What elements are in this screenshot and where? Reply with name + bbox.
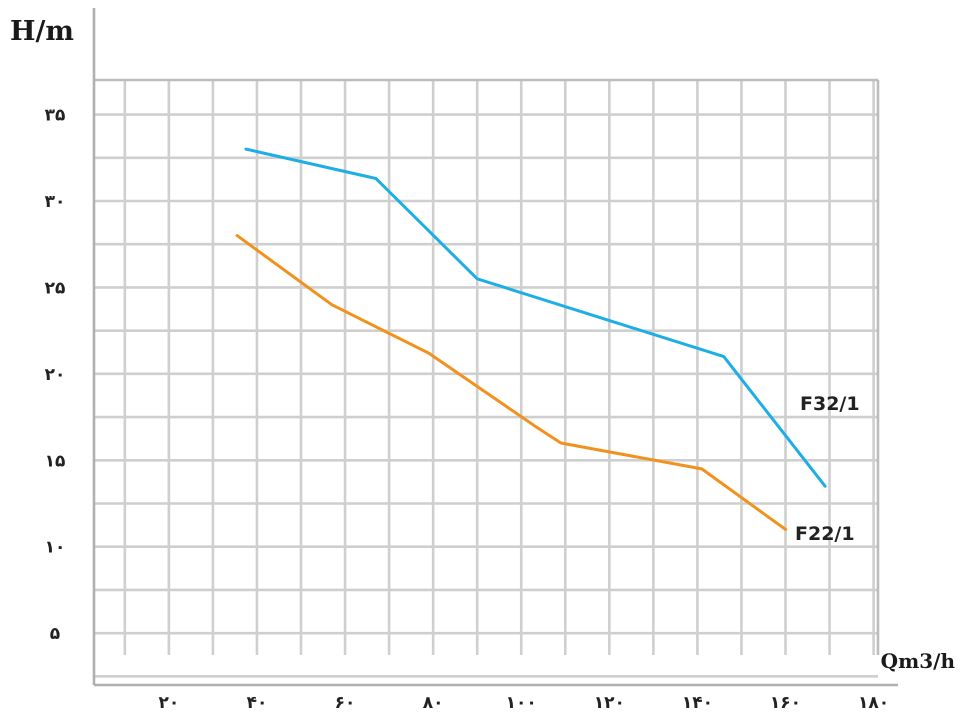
y-axis-title: H/m xyxy=(10,16,74,47)
x-tick-label: ۱۲۰ xyxy=(594,693,625,712)
y-tick-label: ۳۰ xyxy=(45,192,66,212)
x-tick-label: ۴۰ xyxy=(247,693,268,712)
y-tick-label: ۱۰ xyxy=(45,538,66,558)
x-tick-label: ۶۰ xyxy=(335,693,356,712)
series-line-f32-1 xyxy=(244,147,827,488)
grid xyxy=(94,78,880,678)
x-tick-label: ۱۸۰ xyxy=(858,693,889,712)
series-label-f32: F32/1 xyxy=(800,393,860,415)
x-tick-label: ۱۶۰ xyxy=(770,693,801,712)
tick-labels: ۲۰ ۴۰ ۶۰ ۸۰ ۱۰۰ ۱۲۰ ۱۴۰ ۱۶۰ ۱۸۰ ۵ ۱۰ ۱۵ ۲۰ ۲۵ ۳۰ ۳۵ xyxy=(45,106,890,712)
series-line-f22-1 xyxy=(235,234,787,531)
x-tick-label: ۲۰ xyxy=(158,693,179,712)
x-tick-label: ۸۰ xyxy=(423,693,444,712)
y-tick-label: ۱۵ xyxy=(45,451,66,471)
y-tick-label: ۵ xyxy=(50,624,60,644)
x-axis-title: Qm3/h xyxy=(881,649,956,673)
y-tick-label: ۲۰ xyxy=(45,365,66,385)
series-label-f22: F22/1 xyxy=(795,523,855,545)
x-tick-label: ۱۴۰ xyxy=(682,693,713,712)
x-tick-label: ۱۰۰ xyxy=(506,693,537,712)
axes xyxy=(92,8,898,687)
y-tick-label: ۲۵ xyxy=(45,278,66,298)
y-tick-label: ۳۵ xyxy=(45,106,66,126)
series-lines xyxy=(235,147,827,531)
